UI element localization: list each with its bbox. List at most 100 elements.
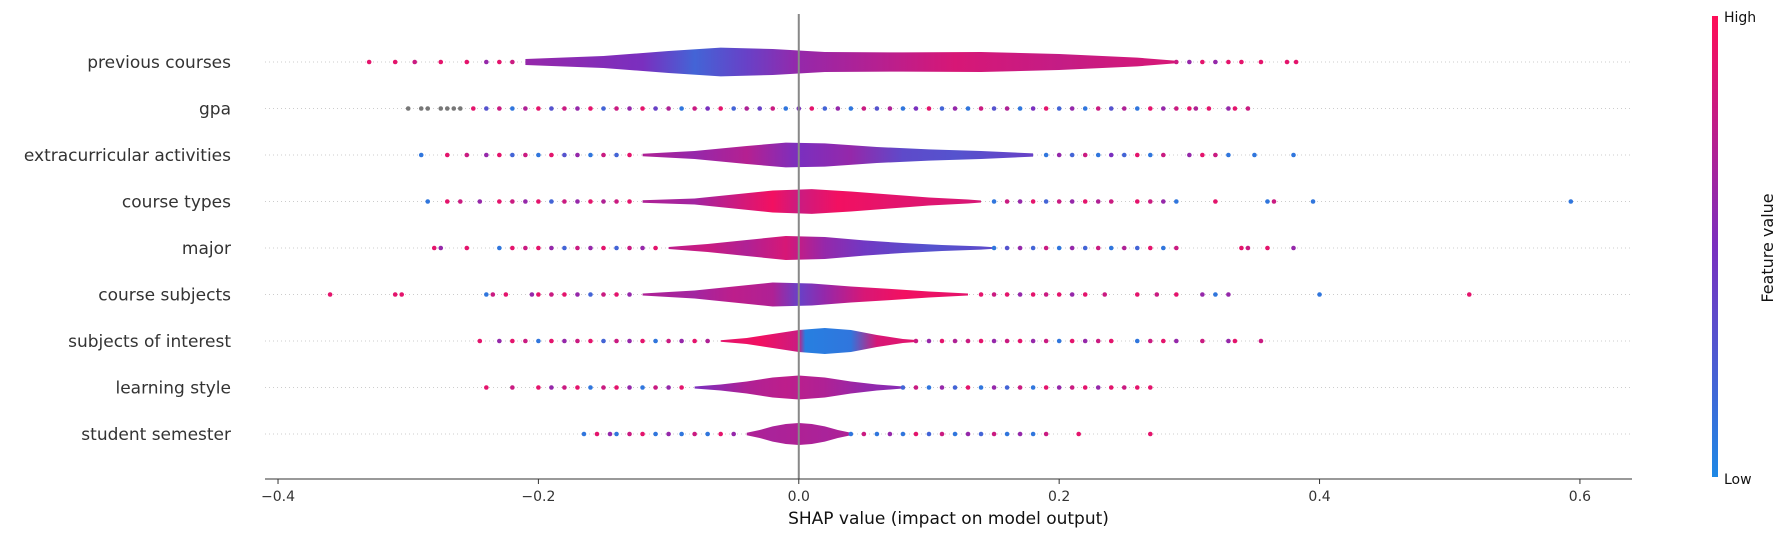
shap-point bbox=[939, 106, 945, 111]
shap-point bbox=[1154, 292, 1160, 297]
shap-point bbox=[913, 338, 919, 344]
shap-point bbox=[679, 338, 684, 344]
shap-point bbox=[575, 199, 580, 204]
shap-point bbox=[679, 431, 684, 437]
shap-point bbox=[1108, 385, 1114, 390]
shap-point bbox=[562, 245, 567, 251]
shap-point bbox=[1134, 338, 1140, 344]
shap-point bbox=[900, 431, 906, 437]
violin-layer bbox=[525, 47, 1177, 445]
shap-point bbox=[1017, 385, 1023, 390]
shap-point bbox=[1134, 292, 1140, 297]
colorbar-low-label: Low bbox=[1724, 472, 1752, 488]
shap-point bbox=[1069, 385, 1075, 390]
shap-point bbox=[549, 199, 554, 204]
shap-point bbox=[1161, 106, 1166, 111]
shap-point bbox=[601, 199, 606, 204]
shap-point bbox=[1082, 199, 1088, 204]
shap-point bbox=[887, 431, 893, 437]
feature-label: subjects of interest bbox=[68, 332, 231, 352]
shap-point bbox=[718, 431, 723, 437]
violin-shape bbox=[642, 189, 981, 214]
shap-point bbox=[627, 106, 632, 111]
shap-point bbox=[874, 431, 880, 437]
shap-point bbox=[497, 245, 502, 251]
shap-point bbox=[497, 59, 502, 65]
shap-point bbox=[588, 292, 593, 297]
shap-point bbox=[497, 338, 502, 344]
shap-point bbox=[1069, 152, 1075, 158]
x-axis-title: SHAP value (impact on model output) bbox=[788, 509, 1109, 529]
shap-point bbox=[627, 199, 632, 204]
shap-point bbox=[614, 385, 619, 390]
shap-point bbox=[965, 431, 971, 437]
feature-label: course types bbox=[122, 193, 231, 213]
shap-point bbox=[1082, 292, 1088, 297]
feature-label: student semester bbox=[81, 425, 231, 445]
shap-point bbox=[1069, 292, 1075, 297]
shap-point bbox=[601, 152, 606, 158]
shap-point bbox=[887, 106, 893, 111]
shap-point bbox=[1030, 245, 1036, 251]
shap-point bbox=[438, 106, 444, 111]
violin-shape bbox=[525, 47, 1177, 77]
shap-point bbox=[705, 106, 710, 111]
shap-point bbox=[601, 106, 606, 111]
feature-labels: previous courses gpa extracurricular activ… bbox=[24, 53, 231, 445]
shap-point bbox=[627, 431, 632, 437]
shap-point bbox=[418, 106, 424, 111]
shap-point bbox=[627, 292, 632, 297]
shap-point bbox=[965, 338, 971, 344]
shap-point bbox=[952, 385, 958, 390]
shap-point bbox=[510, 338, 515, 344]
shap-point bbox=[666, 338, 671, 344]
shap-point bbox=[1147, 152, 1153, 158]
shap-point bbox=[1466, 292, 1472, 297]
shap-point bbox=[1206, 106, 1212, 111]
shap-point bbox=[1043, 152, 1049, 158]
shap-point bbox=[1147, 199, 1153, 204]
shap-point bbox=[1232, 338, 1238, 344]
shap-point bbox=[562, 292, 567, 297]
shap-point bbox=[861, 431, 867, 437]
shap-point bbox=[1069, 245, 1075, 251]
shap-point bbox=[1108, 199, 1114, 204]
point-layer bbox=[327, 59, 1574, 437]
shap-point bbox=[484, 106, 489, 111]
shap-point bbox=[549, 245, 554, 251]
shap-point bbox=[425, 106, 431, 111]
shap-point bbox=[1568, 199, 1574, 204]
shap-point bbox=[679, 106, 684, 111]
shap-point bbox=[653, 385, 658, 390]
shap-point bbox=[627, 152, 632, 158]
shap-point bbox=[991, 106, 997, 111]
shap-point bbox=[399, 292, 405, 297]
shap-point bbox=[510, 152, 515, 158]
shap-point bbox=[464, 245, 470, 251]
shap-point bbox=[991, 385, 997, 390]
shap-point bbox=[1004, 431, 1010, 437]
shap-point bbox=[1174, 199, 1179, 204]
shap-point bbox=[952, 431, 958, 437]
shap-point bbox=[497, 199, 502, 204]
shap-point bbox=[640, 245, 645, 251]
shap-point bbox=[1082, 106, 1088, 111]
shap-point bbox=[640, 385, 645, 390]
shap-point bbox=[1082, 338, 1088, 344]
x-tick-label: −0.2 bbox=[521, 489, 555, 505]
shap-point bbox=[1043, 292, 1049, 297]
feature-label: major bbox=[182, 239, 231, 259]
shap-point bbox=[822, 106, 828, 111]
shap-point bbox=[484, 59, 489, 65]
shap-point bbox=[1161, 152, 1166, 158]
shap-point bbox=[1232, 106, 1238, 111]
shap-point bbox=[327, 292, 333, 297]
shap-point bbox=[549, 106, 554, 111]
shap-point bbox=[1108, 152, 1114, 158]
shap-point bbox=[471, 106, 476, 111]
shap-point bbox=[1121, 245, 1127, 251]
shap-point bbox=[562, 385, 567, 390]
shap-point bbox=[1271, 199, 1277, 204]
shap-point bbox=[1258, 338, 1264, 344]
shap-point bbox=[425, 199, 431, 204]
